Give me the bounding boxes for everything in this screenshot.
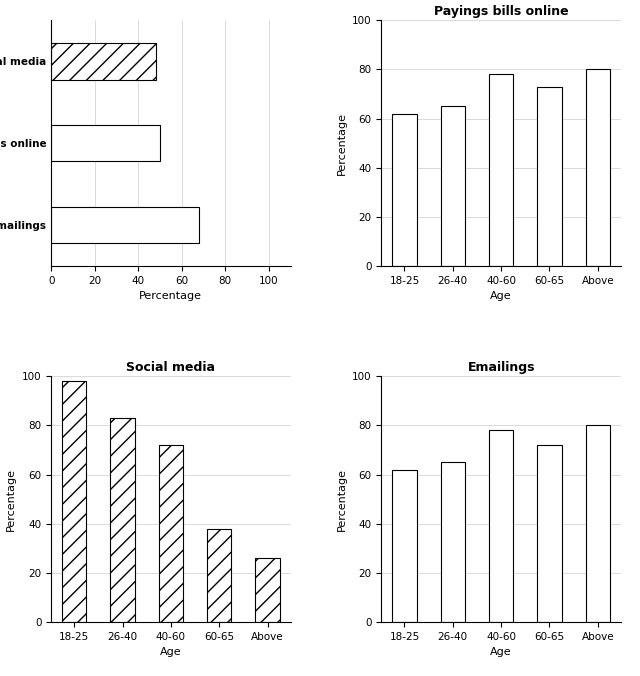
Title: Social media: Social media [126,361,216,374]
Y-axis label: Percentage: Percentage [6,468,16,531]
Bar [392,470,417,622]
Bar [586,425,610,622]
Bar [255,558,280,622]
Bar [489,431,513,622]
X-axis label: Age: Age [490,647,512,657]
Bar [441,106,465,266]
Title: Emailings: Emailings [467,361,535,374]
Bar [111,418,134,622]
Bar [586,70,610,266]
Bar [489,74,513,266]
Bar [207,529,231,622]
Bar [159,445,183,622]
X-axis label: Age: Age [490,291,512,301]
Bar [392,114,417,266]
Bar [51,43,156,80]
Bar [538,445,561,622]
Y-axis label: Percentage: Percentage [337,468,347,531]
Bar [62,381,86,622]
X-axis label: Age: Age [160,647,182,657]
Bar [538,87,561,266]
Bar [51,124,160,162]
Title: Payings bills online: Payings bills online [434,5,568,18]
X-axis label: Percentage: Percentage [140,291,202,301]
Bar [51,206,199,243]
Y-axis label: Percentage: Percentage [337,112,347,174]
Bar [441,462,465,622]
